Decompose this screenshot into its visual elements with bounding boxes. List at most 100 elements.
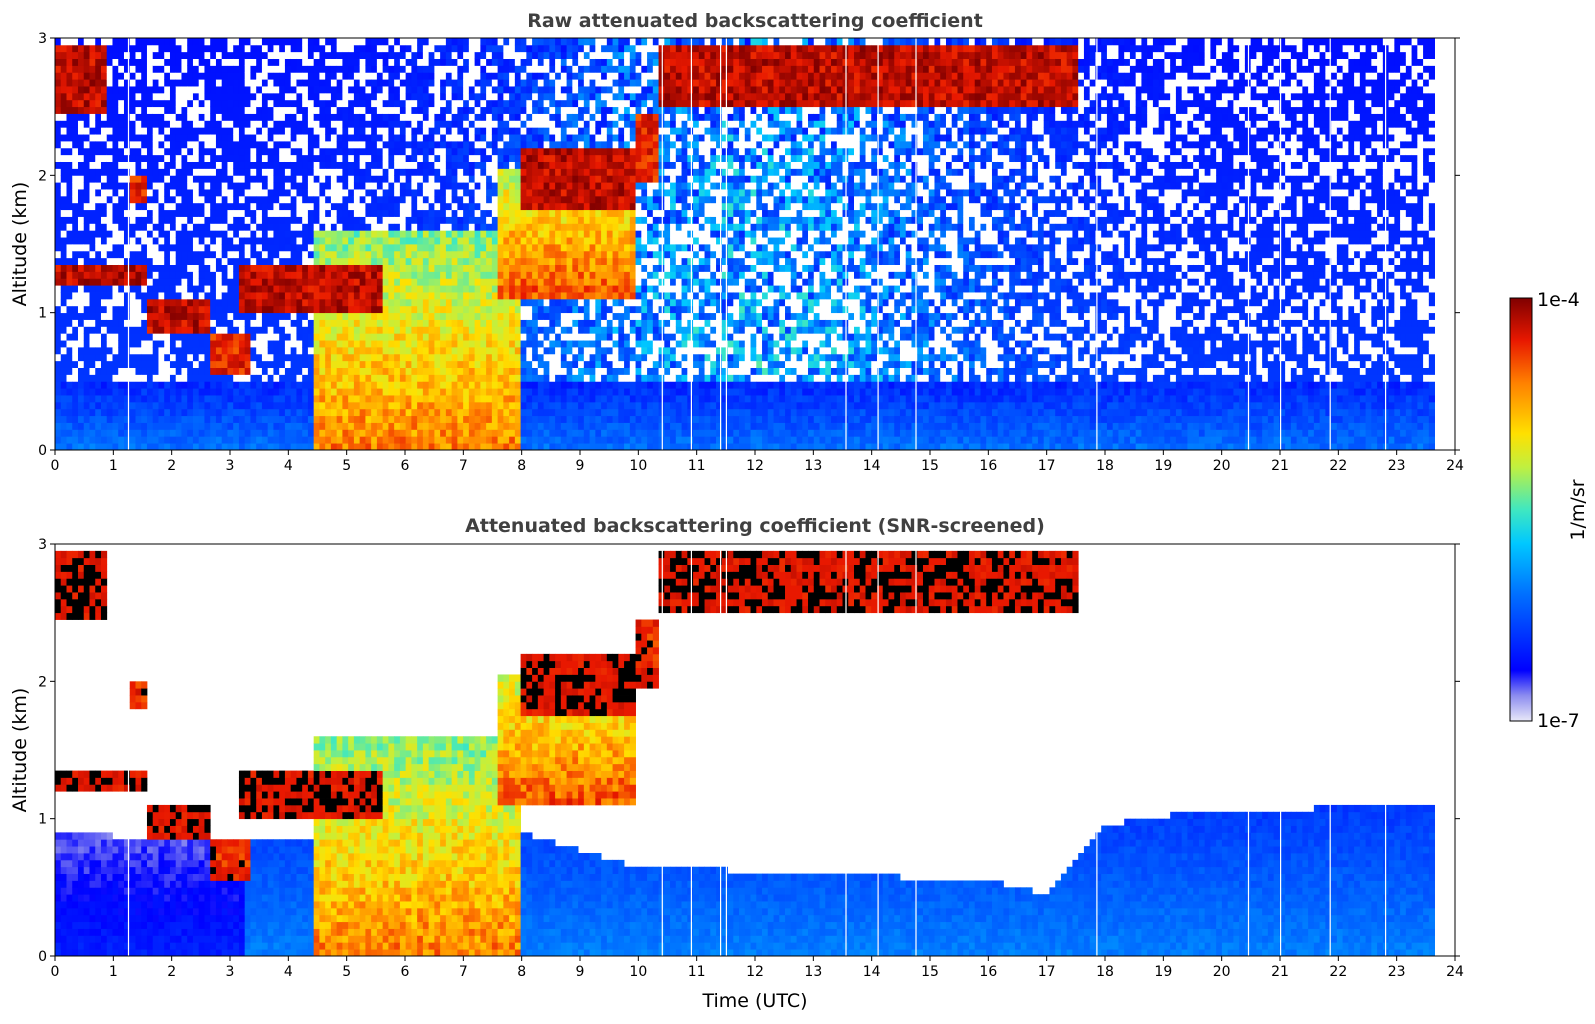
heatmap-cell [319, 223, 326, 231]
heatmap-cell [382, 381, 389, 389]
heatmap-cell [204, 44, 211, 53]
heatmap-cell [451, 182, 458, 190]
heatmap-cell [348, 230, 355, 238]
heatmap-cell [376, 264, 384, 272]
heatmap-cell [480, 278, 487, 286]
heatmap-cell [141, 326, 148, 334]
heatmap-cell [83, 154, 90, 162]
heatmap-cell [319, 292, 326, 300]
heatmap-cell [405, 51, 412, 59]
heatmap-cell [146, 65, 154, 73]
heatmap-cell [440, 298, 447, 307]
heatmap-cell [325, 353, 332, 362]
heatmap-cell [451, 223, 458, 231]
heatmap-cell [302, 347, 309, 355]
heatmap-cell [227, 326, 234, 334]
heatmap-cell [141, 353, 148, 362]
heatmap-cell [215, 443, 223, 451]
heatmap-cell [221, 353, 228, 362]
heatmap-cell [187, 312, 194, 320]
heatmap-cell [509, 120, 516, 128]
heatmap-cell [336, 154, 343, 162]
heatmap-cell [405, 360, 412, 368]
heatmap-cell [526, 189, 533, 197]
heatmap-cell [77, 237, 85, 245]
heatmap-cell [250, 244, 257, 252]
heatmap-cell [261, 401, 269, 410]
heatmap-cell [296, 443, 303, 451]
heatmap-cell [371, 189, 378, 197]
heatmap-cell [250, 51, 257, 59]
heatmap-cell [198, 326, 205, 334]
heatmap-cell [359, 264, 366, 272]
heatmap-cell [307, 285, 315, 293]
heatmap-cell [169, 92, 177, 101]
heatmap-cell [319, 134, 326, 142]
heatmap-cell [152, 223, 159, 231]
heatmap-cell [66, 209, 73, 217]
heatmap-cell [261, 443, 269, 451]
heatmap-cell [302, 168, 309, 176]
heatmap-cell [267, 319, 274, 327]
heatmap-cell [411, 353, 418, 362]
heatmap-cell [399, 333, 407, 341]
heatmap-cell [146, 72, 154, 80]
heatmap-cell [227, 161, 234, 169]
heatmap-cell [532, 347, 539, 355]
heatmap-cell [129, 250, 136, 259]
heatmap-cell [95, 127, 102, 135]
heatmap-cell [233, 230, 240, 238]
heatmap-cell [405, 264, 412, 272]
heatmap-cell [445, 209, 453, 217]
heatmap-cell [497, 395, 504, 403]
heatmap-cell [233, 44, 240, 53]
heatmap-cell [123, 422, 131, 430]
heatmap-cell [503, 72, 510, 80]
heatmap-cell [405, 429, 412, 437]
heatmap-cell [89, 120, 96, 128]
heatmap-cell [106, 230, 113, 238]
heatmap-cell [261, 86, 269, 94]
heatmap-cell [66, 141, 73, 149]
heatmap-cell [474, 312, 481, 320]
heatmap-cell [399, 244, 407, 252]
heatmap-cell [244, 292, 251, 300]
heatmap-cell [210, 38, 217, 46]
heatmap-cell [95, 292, 102, 300]
heatmap-cell [319, 340, 326, 348]
heatmap-cell [141, 381, 148, 389]
heatmap-cell [123, 312, 131, 320]
heatmap-cell [445, 72, 453, 80]
heatmap-cell [330, 230, 338, 238]
heatmap-cell [175, 244, 182, 252]
heatmap-cell [497, 147, 504, 156]
heatmap-cell [497, 443, 504, 451]
heatmap-cell [319, 161, 326, 169]
heatmap-cell [290, 230, 297, 238]
heatmap-cell [486, 182, 493, 190]
heatmap-cell [371, 264, 378, 272]
heatmap-cell [215, 298, 223, 307]
heatmap-cell [474, 244, 481, 252]
heatmap-cell [457, 113, 464, 121]
heatmap-cell [175, 326, 182, 334]
heatmap-cell [353, 120, 361, 128]
heatmap-cell [158, 65, 165, 73]
heatmap-cell [365, 340, 372, 348]
heatmap-cell [256, 147, 263, 156]
heatmap-cell [146, 257, 154, 265]
heatmap-cell [319, 189, 326, 197]
heatmap-cell [60, 44, 67, 53]
heatmap-cell [307, 333, 315, 341]
heatmap-cell [238, 395, 246, 403]
heatmap-cell [434, 264, 441, 272]
heatmap-cell [279, 388, 286, 396]
heatmap-cell [100, 79, 108, 87]
heatmap-cell [313, 92, 320, 101]
heatmap-cell [365, 374, 372, 382]
heatmap-cell [106, 202, 113, 211]
heatmap-cell [359, 92, 366, 101]
heatmap-cell [365, 134, 372, 142]
heatmap-cell [394, 127, 401, 135]
heatmap-cell [388, 237, 395, 245]
